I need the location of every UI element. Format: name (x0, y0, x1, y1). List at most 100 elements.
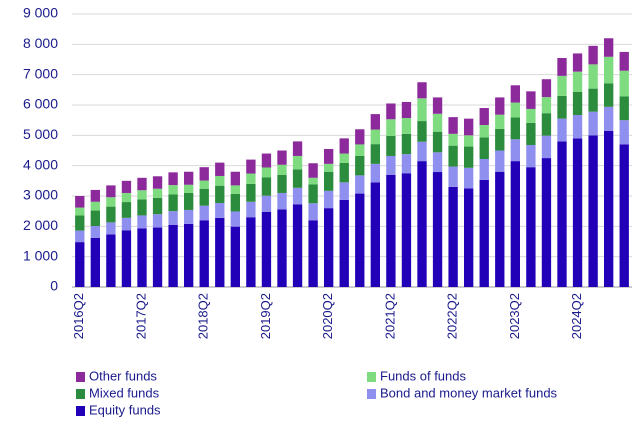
bar-segment (572, 53, 583, 72)
legend-swatch (367, 389, 376, 399)
bar-segment (355, 144, 365, 156)
bar-segment (261, 167, 272, 178)
bar-segment (479, 137, 489, 159)
bar-segment (604, 83, 614, 107)
bar-segment (588, 88, 598, 112)
bar-segment (557, 141, 567, 287)
bar-segment (495, 150, 505, 172)
bar-segment (121, 202, 132, 218)
bar-segment (370, 114, 380, 130)
bar-segment (199, 188, 209, 206)
bar-segment (246, 201, 256, 218)
bar-segment (386, 135, 396, 156)
legend-label: Other funds (89, 368, 157, 383)
bar-segment (292, 155, 303, 170)
bar-segment (261, 153, 272, 168)
bar-segment (90, 237, 100, 287)
bar-segment (339, 153, 349, 163)
legend-label: Equity funds (89, 402, 161, 417)
bar-segment (495, 171, 505, 287)
bar-segment (526, 108, 536, 123)
bar-segment (557, 95, 567, 119)
y-tick-label: 7 000 (23, 65, 58, 81)
legend-swatch (76, 406, 85, 416)
x-tick-label: 2019Q2 (258, 293, 273, 339)
x-tick-label: 2024Q2 (569, 293, 584, 339)
bar-segment (401, 154, 412, 174)
bar-segment (90, 189, 100, 202)
bar-segment (137, 228, 147, 287)
bar-segment (75, 242, 85, 287)
y-tick-label: 3 000 (23, 187, 58, 203)
bar-segment (199, 220, 209, 287)
bar-segment (417, 98, 427, 122)
legend-swatch (76, 389, 85, 399)
bar-segment (230, 171, 240, 186)
bar-segment (230, 211, 240, 227)
bar-segment (619, 120, 629, 145)
bar-segment (199, 205, 209, 221)
bar-segment (588, 111, 598, 136)
bar-segment (168, 211, 178, 225)
bar-segment (277, 150, 287, 165)
bar-segment (541, 135, 552, 159)
bar-segment (261, 211, 272, 287)
bar-segment (137, 177, 147, 191)
bar-segment (277, 192, 287, 210)
bar-segment (432, 113, 443, 132)
bar-segment (619, 70, 629, 97)
bar-segment (619, 51, 629, 71)
bar-segment (355, 155, 365, 176)
x-tick-label: 2022Q2 (445, 293, 460, 339)
bar-segment (557, 118, 567, 142)
y-tick-label: 9 000 (23, 5, 58, 21)
bar-segment (464, 146, 474, 168)
bar-segment (604, 130, 614, 287)
bar-segment (246, 159, 256, 174)
bar-segment (510, 102, 520, 118)
bar-segment (215, 175, 225, 186)
bar-segment (230, 193, 240, 212)
bar-segment (339, 199, 349, 287)
bar-segment (386, 174, 396, 287)
y-tick-label: 0 (50, 278, 58, 294)
bar-segment (510, 139, 520, 162)
bar-segment (308, 184, 318, 204)
bar-segment (448, 166, 458, 187)
x-tick-label: 2021Q2 (382, 293, 397, 339)
bar-segment (152, 176, 163, 189)
bar-segment (572, 71, 583, 92)
bar-segment (370, 129, 380, 145)
bar-segment (401, 173, 412, 287)
bar-segment (324, 163, 334, 172)
bar-segment (324, 171, 334, 191)
bar-segment (541, 158, 552, 287)
bar-segment (121, 192, 132, 203)
bar-segment (168, 224, 178, 287)
bar-segment (386, 155, 396, 175)
legend-swatch (76, 372, 85, 382)
bar-segment (541, 113, 552, 136)
bar-segment (541, 79, 552, 98)
bar-segment (75, 215, 85, 231)
bar-segment (308, 220, 318, 287)
bar-segment (604, 56, 614, 84)
bar-segment (479, 125, 489, 138)
bar-segment (588, 135, 598, 287)
bar-segment (246, 217, 256, 287)
bar-segment (526, 167, 536, 287)
bar-segment (184, 192, 194, 210)
bar-segment (588, 64, 598, 89)
bar-segment (448, 186, 458, 287)
bar-segment (75, 196, 85, 208)
bar-segment (479, 108, 489, 126)
bar-segment (292, 169, 303, 188)
bar-segment (386, 103, 396, 120)
legend-label: Funds of funds (380, 368, 466, 383)
bar-segment (215, 202, 225, 218)
bar-segment (479, 179, 489, 287)
bar-segment (137, 215, 147, 229)
bar-segment (572, 138, 583, 287)
bar-segment (448, 117, 458, 134)
